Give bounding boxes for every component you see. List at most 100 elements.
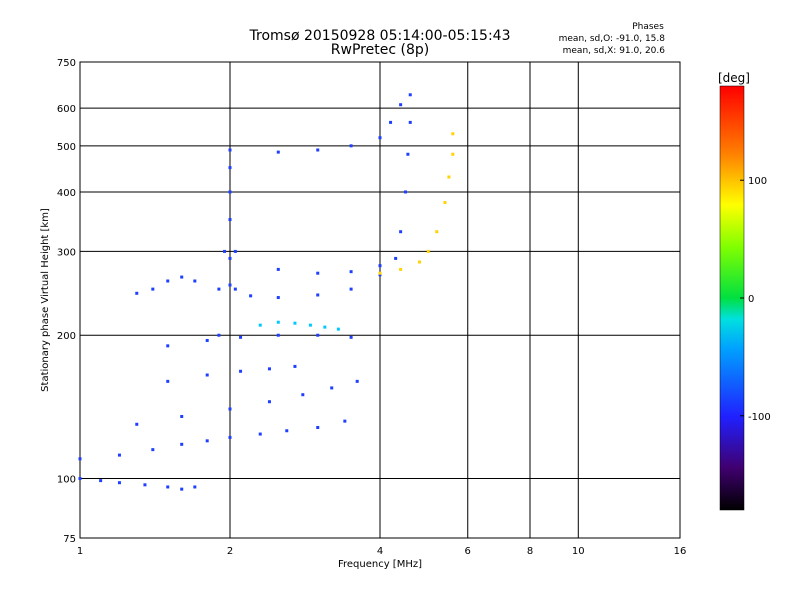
data-point (293, 364, 297, 368)
data-point (117, 453, 121, 457)
x-tick-label: 10 (572, 546, 585, 557)
data-point (228, 435, 232, 439)
x-tick-label: 4 (377, 546, 383, 557)
chart-title: Tromsø 20150928 05:14:00-05:15:43 (249, 28, 511, 44)
data-point (378, 264, 382, 268)
data-point (228, 148, 232, 152)
data-point (316, 271, 320, 275)
data-point (228, 256, 232, 260)
data-point (336, 327, 340, 331)
x-tick-label: 8 (527, 546, 533, 557)
data-point (316, 333, 320, 337)
data-point (239, 335, 243, 339)
data-point (276, 296, 280, 300)
data-point (349, 287, 353, 291)
data-point (394, 256, 398, 260)
x-axis-label: Frequency [MHz] (338, 559, 422, 570)
data-point (417, 260, 421, 264)
colorbar-ticks: 100 0 -100 (740, 176, 771, 423)
data-points (78, 93, 455, 491)
data-point (399, 103, 403, 107)
y-tick-label: 600 (57, 104, 76, 115)
y-tick-label: 400 (57, 188, 76, 199)
data-point (228, 190, 232, 194)
x-tick-label: 6 (465, 546, 471, 557)
colorbar-label: [deg] (718, 71, 750, 85)
data-point (399, 230, 403, 234)
x-tick-label: 1 (77, 546, 83, 557)
data-point (316, 148, 320, 152)
data-point (403, 190, 407, 194)
data-point (143, 483, 147, 487)
data-point (217, 287, 221, 291)
data-point (78, 477, 82, 481)
x-ticks: 1 2 4 6 8 10 16 (77, 546, 687, 557)
data-point (233, 249, 237, 253)
data-point (205, 373, 209, 377)
data-point (447, 175, 451, 179)
data-point (378, 136, 382, 140)
data-point (228, 166, 232, 170)
data-point (323, 325, 327, 329)
data-point (451, 132, 455, 136)
data-point (267, 400, 271, 404)
y-tick-label: 75 (63, 534, 76, 545)
y-tick-label: 500 (57, 142, 76, 153)
data-point (223, 249, 227, 253)
data-point (316, 293, 320, 297)
x-tick-label: 16 (674, 546, 687, 557)
data-point (330, 386, 334, 390)
data-point (228, 218, 232, 222)
data-point (276, 150, 280, 154)
data-point (151, 448, 155, 452)
data-point (180, 275, 184, 279)
data-point (205, 338, 209, 342)
data-point (378, 271, 382, 275)
data-point (276, 333, 280, 337)
data-point (349, 270, 353, 274)
data-point (349, 335, 353, 339)
y-tick-label: 300 (57, 247, 76, 258)
data-point (135, 291, 139, 295)
data-point (276, 320, 280, 324)
data-point (443, 201, 447, 205)
stats-o-line: mean, sd,O: -91.0, 15.8 (559, 34, 666, 44)
data-point (349, 144, 353, 148)
data-point (151, 287, 155, 291)
data-point (301, 393, 305, 397)
plot-area: 1 2 4 6 8 10 16 75 100 200 300 400 500 600 750 (57, 58, 686, 557)
data-point (426, 249, 430, 253)
data-point (205, 439, 209, 443)
stats-heading: Phases (632, 22, 664, 32)
data-point (355, 379, 359, 383)
data-point (267, 367, 271, 371)
data-point (166, 344, 170, 348)
data-point (285, 429, 289, 433)
grid-lines (80, 62, 681, 538)
data-point (343, 419, 347, 423)
data-point (180, 442, 184, 446)
data-point (399, 267, 403, 271)
data-point (308, 323, 312, 327)
data-point (135, 422, 139, 426)
colorbar-tick-label: 0 (748, 294, 754, 305)
data-point (451, 152, 455, 156)
colorbar: [deg] 100 0 -100 (718, 71, 771, 511)
x-tick-label: 2 (227, 546, 233, 557)
data-point (78, 457, 82, 461)
data-point (99, 479, 103, 483)
data-point (193, 279, 197, 283)
data-point (389, 120, 393, 124)
colorbar-tick-label: -100 (748, 412, 771, 423)
data-point (233, 287, 237, 291)
data-point (408, 93, 412, 97)
data-point (117, 481, 121, 485)
data-point (193, 485, 197, 489)
data-point (166, 279, 170, 283)
y-axis-label: Stationary phase Virtual Height [km] (40, 208, 51, 392)
data-point (228, 407, 232, 411)
data-point (180, 487, 184, 491)
data-point (435, 230, 439, 234)
